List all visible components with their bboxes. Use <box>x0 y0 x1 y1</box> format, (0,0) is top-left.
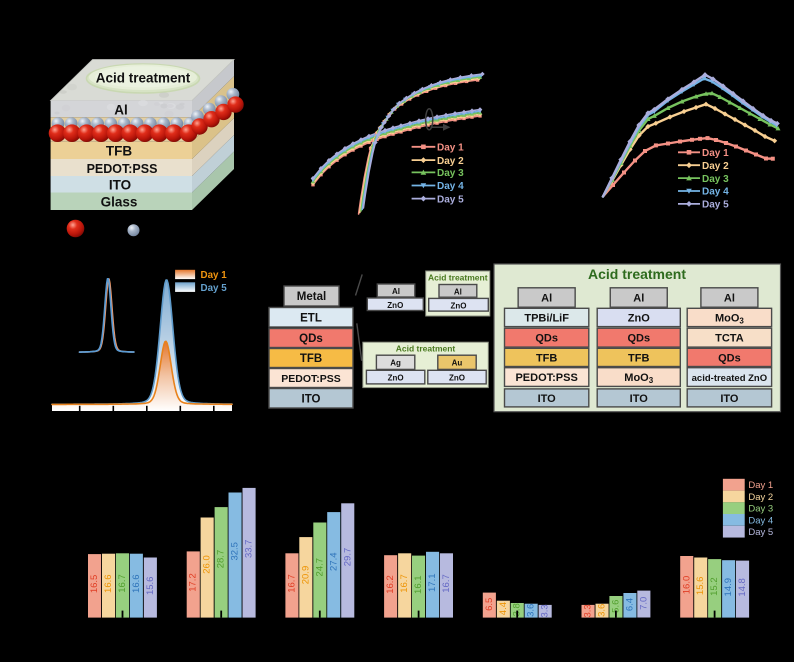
svg-text:ITO: ITO <box>109 178 131 193</box>
svg-text:ITO: ITO <box>538 393 557 405</box>
svg-text:Day 5: Day 5 <box>437 194 464 205</box>
svg-text:Day 4: Day 4 <box>437 181 464 192</box>
svg-text:3.3: 3.3 <box>583 604 594 617</box>
svg-text:4.4: 4.4 <box>498 602 509 615</box>
svg-text:16.7: 16.7 <box>441 574 452 593</box>
svg-text:MoO3: MoO3 <box>715 312 744 325</box>
svg-text:16.7: 16.7 <box>117 574 128 593</box>
svg-text:Glass: Glass <box>101 194 138 209</box>
svg-text:Au: Au <box>452 359 463 368</box>
svg-text:PEDOT:PSS: PEDOT:PSS <box>87 162 158 176</box>
svg-text:16.7: 16.7 <box>399 574 410 593</box>
svg-text:20.9: 20.9 <box>300 566 311 585</box>
svg-text:Day 4: Day 4 <box>702 187 729 198</box>
svg-text:Acid treatment: Acid treatment <box>96 71 191 86</box>
svg-text:acid-treated ZnO: acid-treated ZnO <box>692 373 768 384</box>
svg-text:Day 2: Day 2 <box>437 156 464 167</box>
svg-text:Day 1: Day 1 <box>748 480 773 491</box>
svg-text:Day 5: Day 5 <box>702 200 729 211</box>
svg-text:3.6: 3.6 <box>526 604 537 617</box>
svg-text:Day 4: Day 4 <box>748 515 773 526</box>
svg-text:QDs: QDs <box>627 333 650 345</box>
svg-text:Day 2: Day 2 <box>702 161 729 172</box>
svg-text:Day 5: Day 5 <box>201 283 228 294</box>
svg-text:Day 3: Day 3 <box>437 168 464 179</box>
svg-text:Al: Al <box>114 103 128 118</box>
svg-text:ZnO: ZnO <box>387 301 403 310</box>
svg-text:5.6: 5.6 <box>610 600 621 613</box>
svg-text:16.7: 16.7 <box>286 574 297 593</box>
svg-text:3.3: 3.3 <box>540 604 551 617</box>
svg-text:ITO: ITO <box>630 393 649 405</box>
svg-text:TCTA: TCTA <box>715 333 744 345</box>
svg-text:ETL: ETL <box>300 312 322 324</box>
svg-text:3.6: 3.6 <box>597 604 608 617</box>
svg-text:16.5: 16.5 <box>89 575 100 594</box>
svg-text:26.0: 26.0 <box>202 555 213 574</box>
svg-text:Ag: Ag <box>390 359 401 368</box>
svg-text:14.9: 14.9 <box>723 578 734 597</box>
svg-text:29.7: 29.7 <box>342 548 353 567</box>
svg-text:28.7: 28.7 <box>216 550 227 569</box>
svg-text:27.4: 27.4 <box>328 552 339 571</box>
svg-text:16.2: 16.2 <box>385 575 396 594</box>
svg-text:Metal: Metal <box>297 291 326 303</box>
svg-text:Al: Al <box>454 288 462 297</box>
svg-text:Al: Al <box>633 293 644 305</box>
svg-text:17.2: 17.2 <box>188 573 199 592</box>
svg-text:MoO3: MoO3 <box>624 372 653 385</box>
svg-text:Acid treatment: Acid treatment <box>428 273 488 283</box>
svg-text:Al: Al <box>724 293 735 305</box>
svg-text:ITO: ITO <box>720 393 739 405</box>
svg-text:TFB: TFB <box>106 144 132 159</box>
svg-text:QDs: QDs <box>718 352 741 364</box>
svg-text:PEDOT:PSS: PEDOT:PSS <box>281 373 341 385</box>
svg-text:16.6: 16.6 <box>131 574 142 593</box>
svg-text:7.0: 7.0 <box>638 597 649 610</box>
svg-text:15.6: 15.6 <box>145 577 156 596</box>
svg-text:16.1: 16.1 <box>413 575 424 594</box>
svg-text:33.7: 33.7 <box>244 540 255 559</box>
svg-text:ZnO: ZnO <box>449 373 465 382</box>
svg-text:Day 1: Day 1 <box>201 270 228 281</box>
svg-text:6.5: 6.5 <box>484 598 495 611</box>
svg-text:QDs: QDs <box>535 333 558 345</box>
svg-text:Al: Al <box>392 287 400 296</box>
svg-text:17.1: 17.1 <box>427 573 438 592</box>
svg-text:3.8: 3.8 <box>512 603 523 616</box>
svg-text:ZnO: ZnO <box>388 373 404 382</box>
svg-text:PEDOT:PSS: PEDOT:PSS <box>515 372 577 384</box>
svg-text:Day 3: Day 3 <box>748 504 773 515</box>
svg-text:24.7: 24.7 <box>314 558 325 577</box>
svg-text:15.6: 15.6 <box>695 577 706 596</box>
svg-text:TFB: TFB <box>628 352 649 364</box>
svg-text:32.5: 32.5 <box>230 542 241 561</box>
svg-text:6.4: 6.4 <box>624 598 635 611</box>
svg-text:Day 2: Day 2 <box>748 492 773 503</box>
svg-text:QDs: QDs <box>299 333 323 345</box>
svg-text:TPBi/LiF: TPBi/LiF <box>524 312 569 324</box>
svg-text:Day 1: Day 1 <box>437 143 464 154</box>
svg-text:15.2: 15.2 <box>709 577 720 596</box>
svg-text:Day 5: Day 5 <box>748 527 773 538</box>
svg-text:Acid treatment: Acid treatment <box>588 266 686 282</box>
svg-text:Day 3: Day 3 <box>702 174 729 185</box>
svg-text:Day 1: Day 1 <box>702 148 729 159</box>
svg-text:TFB: TFB <box>536 352 557 364</box>
svg-text:ZnO: ZnO <box>628 312 650 324</box>
svg-text:ZnO: ZnO <box>451 302 467 311</box>
svg-text:Acid treatment: Acid treatment <box>396 344 456 354</box>
svg-text:16.6: 16.6 <box>103 574 114 593</box>
svg-text:Al: Al <box>541 293 552 305</box>
svg-text:16.0: 16.0 <box>681 576 692 595</box>
svg-text:TFB: TFB <box>300 353 322 365</box>
svg-text:ITO: ITO <box>302 393 321 405</box>
svg-text:14.8: 14.8 <box>737 578 748 597</box>
